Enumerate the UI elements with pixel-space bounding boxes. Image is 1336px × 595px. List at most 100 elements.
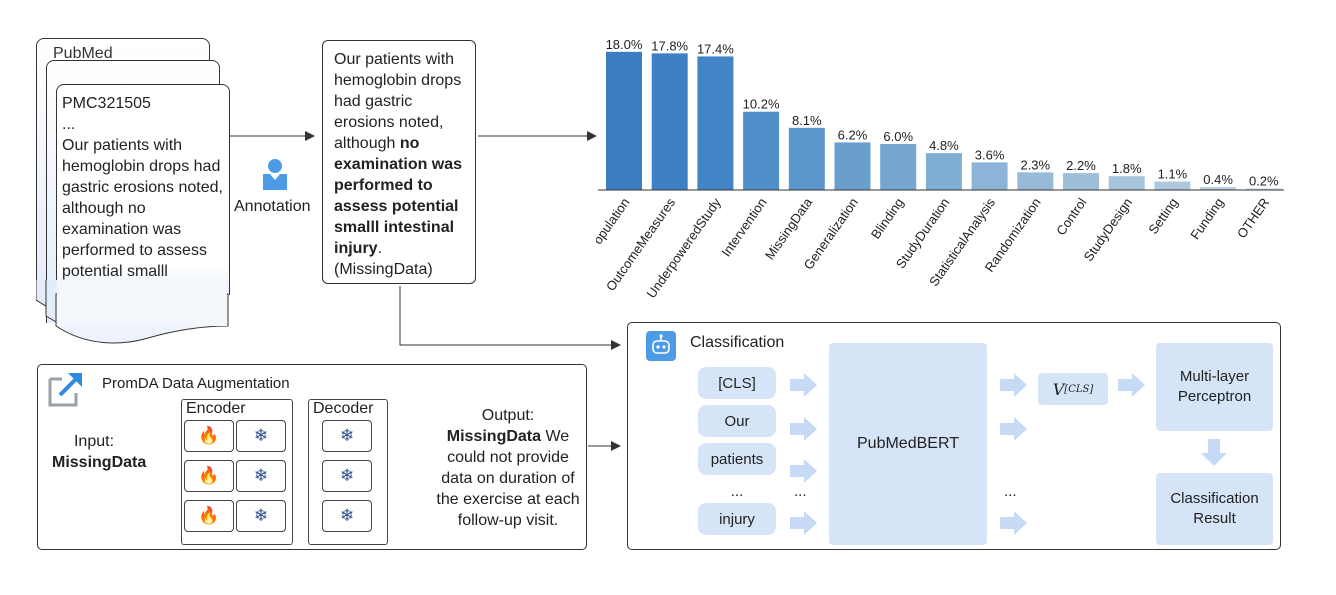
snowflake-icon: ❄ bbox=[322, 460, 372, 492]
encoder-block: Encoder 🔥 ❄ 🔥 ❄ 🔥 ❄ bbox=[181, 399, 293, 545]
pubmed-title: PubMed bbox=[53, 45, 113, 62]
output-bold: MissingData bbox=[446, 428, 542, 445]
value-label: 10.2% bbox=[743, 97, 780, 112]
annotation-period: . bbox=[377, 240, 383, 257]
input-ellipsis: ... bbox=[794, 483, 807, 500]
value-label: 17.8% bbox=[651, 38, 688, 53]
arrow-right-icon bbox=[1000, 373, 1027, 397]
value-label: 4.8% bbox=[929, 138, 959, 153]
snowflake-icon: ❄ bbox=[236, 460, 286, 492]
arrow-down-icon bbox=[1201, 439, 1227, 466]
vector-symbol: V bbox=[1052, 379, 1065, 399]
promda-output: Output: MissingData We could not provide… bbox=[430, 405, 586, 531]
arrow-right-icon bbox=[790, 511, 817, 535]
arrow-right-icon bbox=[790, 417, 817, 441]
classification-result: Classification Result bbox=[1156, 473, 1273, 545]
value-label: 2.2% bbox=[1066, 158, 1096, 173]
value-label: 8.1% bbox=[792, 113, 822, 128]
bar-chart: 18.0%Population17.8%OutcomeMeasures17.4%… bbox=[596, 37, 1284, 301]
fire-icon: 🔥 bbox=[184, 500, 234, 532]
snowflake-icon: ❄ bbox=[236, 420, 286, 452]
category-label: Intervention bbox=[718, 195, 769, 259]
input-value: MissingData bbox=[52, 454, 147, 471]
arrow-right-icon bbox=[790, 373, 817, 397]
bar-Setting bbox=[1154, 181, 1191, 190]
value-label: 17.4% bbox=[697, 41, 734, 56]
token-injury: injury bbox=[698, 503, 776, 535]
bar-Intervention bbox=[743, 111, 780, 190]
value-label: 2.3% bbox=[1020, 157, 1050, 172]
classification-panel: Classification [CLS] Our patients ... in… bbox=[627, 322, 1281, 550]
vector-subscript: [CLS] bbox=[1064, 383, 1094, 395]
value-label: 6.2% bbox=[838, 127, 868, 142]
arrow-right-icon bbox=[790, 459, 817, 483]
mlp-block: Multi-layer Perceptron bbox=[1156, 343, 1273, 431]
value-label: 18.0% bbox=[606, 37, 643, 52]
arrow-right-icon bbox=[1118, 373, 1145, 397]
token-ellipsis: ... bbox=[730, 483, 744, 500]
decoder-label: Decoder bbox=[313, 400, 374, 417]
fire-icon: 🔥 bbox=[184, 460, 234, 492]
output-text: We could not provide data on duration of… bbox=[436, 428, 580, 529]
output-label: Output: bbox=[481, 407, 535, 424]
bar-Control bbox=[1063, 173, 1099, 190]
snowflake-icon: ❄ bbox=[236, 500, 286, 532]
bar-Population bbox=[606, 51, 642, 191]
snowflake-icon: ❄ bbox=[322, 420, 372, 452]
external-link-icon bbox=[48, 373, 82, 407]
bar-Funding bbox=[1200, 186, 1237, 190]
bar-MissingData bbox=[788, 127, 825, 190]
category-label: Blinding bbox=[868, 195, 907, 242]
snowflake-icon: ❄ bbox=[322, 500, 372, 532]
bar-Randomization bbox=[1017, 172, 1054, 190]
value-label: 0.2% bbox=[1249, 173, 1279, 188]
bar-OutcomeMeasures bbox=[651, 53, 688, 190]
annotation-tag: (MissingData) bbox=[334, 261, 433, 278]
category-label: Funding bbox=[1187, 195, 1226, 242]
category-label: Population bbox=[596, 195, 632, 254]
annotation-normal-text: Our patients with hemoglobin drops had g… bbox=[334, 51, 462, 152]
annotation-bold-text: no examination was performed to assess p… bbox=[334, 135, 463, 257]
category-label: StudyDesign bbox=[1081, 195, 1136, 264]
token-cls: [CLS] bbox=[698, 367, 776, 399]
pubmed-ellipsis: ... bbox=[62, 116, 76, 133]
pubmed-doc-wave bbox=[36, 280, 229, 344]
value-label: 0.4% bbox=[1203, 172, 1233, 187]
annotation-label: Annotation bbox=[234, 198, 311, 215]
decoder-block: Decoder ❄ ❄ ❄ bbox=[308, 399, 388, 545]
robot-icon bbox=[646, 331, 676, 361]
value-label: 3.6% bbox=[975, 147, 1005, 162]
token-patients: patients bbox=[698, 443, 776, 475]
category-label: OTHER bbox=[1234, 195, 1272, 241]
person-icon bbox=[263, 159, 287, 190]
bar-Blinding bbox=[880, 143, 917, 190]
value-label: 6.0% bbox=[883, 129, 913, 144]
encoder-label: Encoder bbox=[186, 400, 246, 417]
bar-Generalization bbox=[834, 142, 871, 190]
arrow-right-icon bbox=[1000, 417, 1027, 441]
arrow-right-icon bbox=[1000, 511, 1027, 535]
input-label: Input: bbox=[73, 433, 115, 450]
value-label: 1.8% bbox=[1112, 161, 1142, 176]
classification-title: Classification bbox=[690, 334, 785, 351]
output-ellipsis: ... bbox=[1004, 483, 1017, 500]
flow-arrows bbox=[790, 373, 1227, 535]
annotation-box: Our patients with hemoglobin drops had g… bbox=[322, 40, 476, 284]
bar-UnderpoweredStudy bbox=[697, 56, 734, 191]
promda-input: Input: MissingData bbox=[52, 431, 146, 473]
bar-StudyDuration bbox=[925, 153, 962, 190]
pubmed-doc-id: PMC321505 bbox=[62, 95, 151, 112]
category-label: Setting bbox=[1145, 195, 1181, 237]
bar-StatisticalAnalysis bbox=[971, 162, 1008, 190]
cls-vector: V [CLS] bbox=[1038, 373, 1108, 405]
pubmed-doc-front: PMC321505 ... Our patients with hemoglob… bbox=[56, 84, 230, 301]
bar-OTHER bbox=[1245, 188, 1282, 190]
value-label: 1.1% bbox=[1158, 167, 1188, 182]
pubmedbert-block: PubMedBERT bbox=[829, 343, 987, 545]
token-our: Our bbox=[698, 405, 776, 437]
fire-icon: 🔥 bbox=[184, 420, 234, 452]
promda-panel: PromDA Data Augmentation Input: MissingD… bbox=[37, 364, 587, 550]
promda-title: PromDA Data Augmentation bbox=[102, 375, 290, 392]
category-label: Control bbox=[1053, 195, 1089, 238]
bar-StudyDesign bbox=[1108, 176, 1145, 190]
